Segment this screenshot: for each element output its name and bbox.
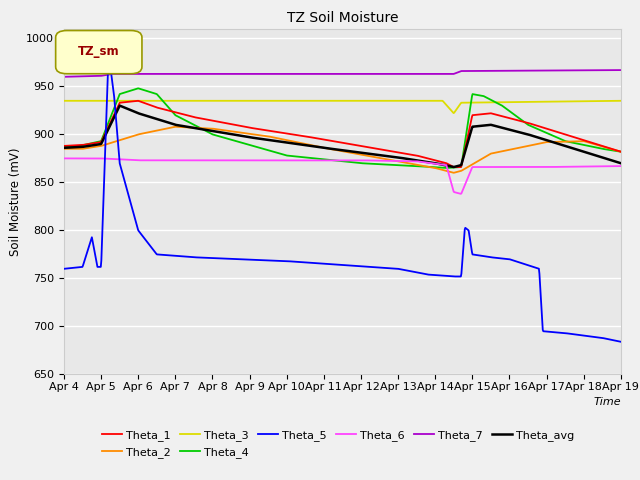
Theta_5 xyxy=(443,273,451,279)
Theta_5 xyxy=(118,167,125,172)
Theta_7 xyxy=(305,71,313,77)
Theta_5 xyxy=(505,256,513,262)
Theta_1 xyxy=(286,131,294,137)
Theta_6 xyxy=(60,156,68,161)
Theta_4 xyxy=(495,101,503,107)
Theta_2 xyxy=(495,149,503,155)
Line: Theta_avg: Theta_avg xyxy=(64,106,621,167)
Theta_avg xyxy=(495,124,503,130)
Theta_1 xyxy=(117,100,125,106)
Theta_1 xyxy=(134,98,142,104)
Theta_2 xyxy=(172,124,179,130)
Line: Theta_7: Theta_7 xyxy=(64,70,621,77)
Theta_6 xyxy=(495,164,502,170)
Theta_3 xyxy=(617,98,625,104)
Theta_2 xyxy=(117,137,125,143)
Text: Time: Time xyxy=(593,397,621,407)
Theta_avg xyxy=(450,164,458,170)
Theta_5 xyxy=(495,255,502,261)
Theta_4 xyxy=(306,155,314,161)
Theta_3 xyxy=(305,98,313,104)
Theta_7 xyxy=(442,71,450,77)
Theta_5 xyxy=(617,339,625,345)
Theta_3 xyxy=(495,99,502,105)
Theta_1 xyxy=(617,149,625,155)
Theta_3 xyxy=(60,98,68,104)
Title: TZ Soil Moisture: TZ Soil Moisture xyxy=(287,11,398,25)
Theta_5 xyxy=(60,266,68,272)
Theta_1 xyxy=(451,164,458,170)
Theta_6 xyxy=(117,156,125,162)
Theta_7 xyxy=(60,74,68,80)
Theta_4 xyxy=(117,91,125,96)
Theta_avg xyxy=(443,163,451,168)
Theta_7 xyxy=(617,67,625,73)
Line: Theta_2: Theta_2 xyxy=(64,127,621,173)
Theta_3 xyxy=(285,98,293,104)
Theta_4 xyxy=(134,85,142,91)
Theta_3 xyxy=(117,98,125,104)
Theta_avg xyxy=(286,140,294,146)
Line: Theta_1: Theta_1 xyxy=(64,101,621,167)
Theta_4 xyxy=(60,144,68,150)
Theta_2 xyxy=(60,146,68,152)
Theta_2 xyxy=(617,149,625,155)
Text: TZ_sm: TZ_sm xyxy=(78,46,120,59)
Line: Theta_3: Theta_3 xyxy=(64,101,621,113)
Theta_7 xyxy=(504,68,512,73)
Theta_1 xyxy=(306,134,314,140)
Y-axis label: Soil Moisture (mV): Soil Moisture (mV) xyxy=(9,147,22,256)
Theta_4 xyxy=(286,153,294,159)
Theta_avg xyxy=(116,103,124,108)
Theta_1 xyxy=(495,113,503,119)
Theta_3 xyxy=(442,102,450,108)
Theta_2 xyxy=(450,170,458,176)
Theta_3 xyxy=(450,110,458,116)
Theta_7 xyxy=(117,71,125,77)
Theta_2 xyxy=(306,142,314,148)
Theta_4 xyxy=(444,165,451,171)
Theta_2 xyxy=(443,168,451,174)
Theta_6 xyxy=(442,162,450,168)
Line: Theta_5: Theta_5 xyxy=(64,53,621,342)
Theta_3 xyxy=(505,99,513,105)
Theta_6 xyxy=(505,164,513,170)
Theta_1 xyxy=(506,115,513,121)
Theta_1 xyxy=(60,143,68,149)
Theta_6 xyxy=(285,157,293,163)
Line: Theta_4: Theta_4 xyxy=(64,88,621,168)
Theta_6 xyxy=(617,163,625,169)
Theta_6 xyxy=(305,157,313,163)
Theta_6 xyxy=(457,191,465,197)
Theta_avg xyxy=(617,160,625,166)
Theta_7 xyxy=(494,68,502,74)
Theta_2 xyxy=(286,138,294,144)
Theta_2 xyxy=(506,147,513,153)
Theta_avg xyxy=(118,103,125,109)
Theta_4 xyxy=(442,165,450,171)
Theta_7 xyxy=(285,71,293,77)
Theta_5 xyxy=(105,50,113,56)
Theta_1 xyxy=(443,161,451,167)
Theta_avg xyxy=(506,127,513,132)
Theta_5 xyxy=(306,260,314,265)
Theta_4 xyxy=(617,149,625,155)
Theta_avg xyxy=(306,143,314,149)
Theta_5 xyxy=(286,258,294,264)
Legend: Theta_1, Theta_2, Theta_3, Theta_4, Theta_5, Theta_6, Theta_7, Theta_avg: Theta_1, Theta_2, Theta_3, Theta_4, Thet… xyxy=(97,426,579,462)
Theta_avg xyxy=(60,145,68,151)
Theta_4 xyxy=(506,108,513,114)
FancyBboxPatch shape xyxy=(56,31,142,74)
Line: Theta_6: Theta_6 xyxy=(64,158,621,194)
